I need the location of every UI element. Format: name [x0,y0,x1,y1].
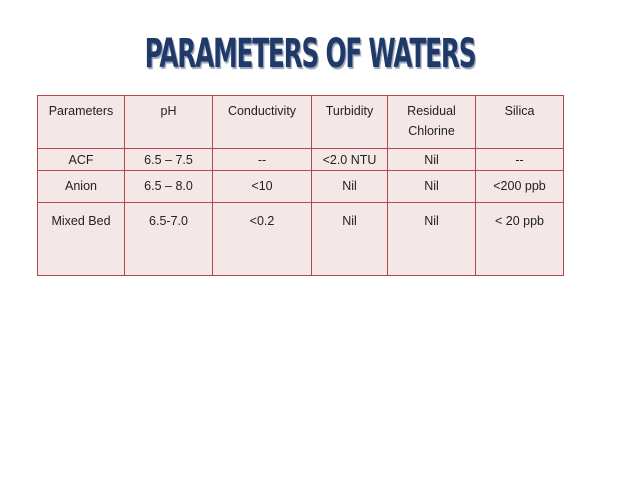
table-cell: Nil [387,170,476,203]
header-cell: pH [124,95,213,149]
table-row: Mixed Bed 6.5-7.0 <0.2 Nil Nil < 20 ppb [37,202,564,276]
table-cell: <10 [212,170,312,203]
header-cell: Parameters [37,95,125,149]
table-cell: <2.0 NTU [311,148,388,171]
header-row: Parameters pH Conductivity Turbidity Res… [37,95,564,149]
table-row: ACF 6.5 – 7.5 -- <2.0 NTU Nil -- [37,148,564,171]
table-cell: Mixed Bed [37,202,125,276]
table-row: Anion 6.5 – 8.0 <10 Nil Nil <200 ppb [37,170,564,203]
table-cell: <0.2 [212,202,312,276]
table-cell: 6.5 – 7.5 [124,148,213,171]
table-cell: <200 ppb [475,170,564,203]
table-cell: 6.5 – 8.0 [124,170,213,203]
table-cell: ACF [37,148,125,171]
table-cell: < 20 ppb [475,202,564,276]
header-cell: Silica [475,95,564,149]
header-cell: Turbidity [311,95,388,149]
header-cell: Conductivity [212,95,312,149]
slide-title: PARAMETERS OF WATERS [144,31,477,77]
table-cell: Nil [387,202,476,276]
parameters-table: Parameters pH Conductivity Turbidity Res… [37,95,564,276]
table-cell: Nil [311,170,388,203]
table-cell: Anion [37,170,125,203]
table-cell: 6.5-7.0 [124,202,213,276]
header-cell: Residual Chlorine [387,95,476,149]
table-cell: Nil [311,202,388,276]
table-cell: -- [212,148,312,171]
table-cell: Nil [387,148,476,171]
table-cell: -- [475,148,564,171]
